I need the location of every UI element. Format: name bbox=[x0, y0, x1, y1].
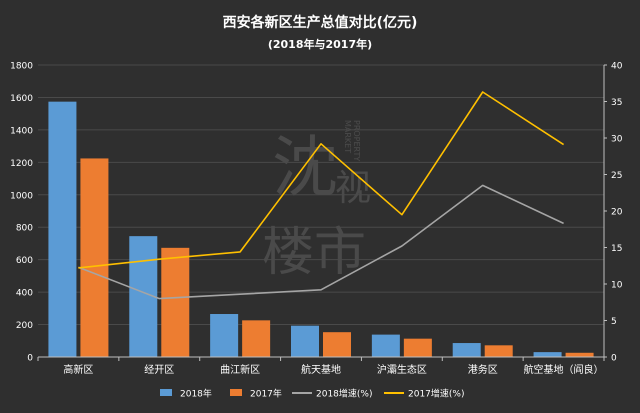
y-left-tick-label: 800 bbox=[16, 224, 33, 234]
lines-group bbox=[78, 91, 565, 300]
y-left-tick-label: 200 bbox=[16, 321, 33, 331]
left-axis: 0 200 400 600 800 1000 1200 1400 1600 1800 bbox=[10, 62, 33, 364]
svg-text:PROPERTY: PROPERTY bbox=[352, 120, 361, 161]
x-tick-label: 经开区 bbox=[144, 363, 174, 376]
bar-2018 bbox=[48, 101, 77, 357]
bar-2017 bbox=[403, 338, 432, 357]
y-left-tick-label: 1400 bbox=[10, 126, 33, 136]
legend-label: 2018增速(%) bbox=[316, 388, 372, 400]
watermark-logo: 沈 视 楼市 PROPERTY MARKET bbox=[262, 120, 371, 283]
y-right-tick-label: 5 bbox=[611, 317, 617, 327]
x-axis: 高新区 经开区 曲江新区 航天基地 沪灞生态区 港务区 航空基地（阎良） bbox=[37, 356, 605, 376]
y-right-tick-label: 30 bbox=[611, 135, 623, 145]
x-tick-label: 曲江新区 bbox=[220, 363, 260, 376]
svg-text:视: 视 bbox=[335, 168, 371, 209]
x-tick-label: 沪灞生态区 bbox=[377, 363, 427, 376]
bar-2017 bbox=[80, 158, 109, 357]
line-series-2018-growth bbox=[78, 184, 564, 300]
y-left-tick-label: 0 bbox=[27, 354, 33, 364]
legend: 2018年 2017年 2018增速(%) 2017增速(%) bbox=[160, 388, 464, 400]
y-right-tick-label: 35 bbox=[611, 98, 622, 108]
bar-2017 bbox=[323, 332, 351, 357]
legend-swatch bbox=[160, 389, 172, 396]
legend-swatch bbox=[230, 389, 242, 396]
bar-2018 bbox=[291, 325, 319, 357]
bars-group bbox=[48, 101, 594, 357]
chart-title: 西安各新区生产总值对比(亿元) bbox=[223, 14, 418, 31]
x-tick-label: 港务区 bbox=[468, 363, 498, 376]
y-left-tick-label: 400 bbox=[16, 289, 33, 299]
bar-2017 bbox=[565, 352, 594, 357]
y-left-tick-label: 1000 bbox=[10, 191, 33, 201]
bar-2017 bbox=[242, 320, 271, 357]
right-axis: 0 5 10 15 20 25 30 35 40 bbox=[603, 62, 623, 364]
legend-label: 2017增速(%) bbox=[408, 388, 464, 400]
y-left-tick-label: 1800 bbox=[10, 62, 33, 72]
bar-2018 bbox=[452, 343, 481, 357]
y-right-tick-label: 0 bbox=[611, 354, 617, 364]
x-tick-label: 航空基地（阎良） bbox=[524, 363, 604, 376]
x-tick-label: 高新区 bbox=[63, 363, 93, 376]
legend-label: 2017年 bbox=[250, 388, 282, 400]
bar-2018 bbox=[533, 352, 562, 357]
y-right-tick-label: 40 bbox=[611, 62, 623, 72]
y-right-tick-label: 10 bbox=[611, 281, 623, 291]
y-right-tick-label: 15 bbox=[611, 244, 622, 254]
y-right-tick-label: 25 bbox=[611, 171, 622, 181]
line-series-2017-growth bbox=[78, 91, 565, 269]
x-tick-label: 航天基地 bbox=[301, 363, 341, 376]
bar-2017 bbox=[484, 345, 513, 357]
y-left-tick-label: 600 bbox=[16, 256, 33, 266]
y-right-tick-label: 20 bbox=[611, 208, 623, 218]
svg-text:楼市: 楼市 bbox=[262, 223, 366, 283]
chart-subtitle: (2018年与2017年) bbox=[268, 37, 372, 51]
bar-2018 bbox=[210, 314, 239, 357]
gridlines bbox=[38, 64, 604, 358]
svg-text:沈: 沈 bbox=[272, 129, 338, 206]
legend-label: 2018年 bbox=[180, 388, 212, 400]
y-left-tick-label: 1200 bbox=[10, 159, 33, 169]
bar-2018 bbox=[371, 334, 400, 357]
y-left-tick-label: 1600 bbox=[10, 94, 33, 104]
svg-text:MARKET: MARKET bbox=[343, 120, 352, 153]
bar-2017 bbox=[161, 247, 190, 357]
